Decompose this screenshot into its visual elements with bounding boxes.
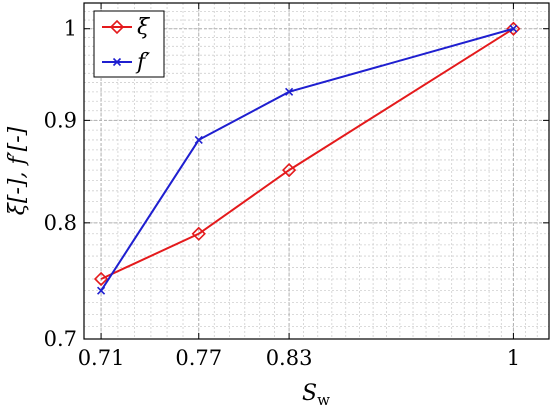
x-axis-label-main: S [302, 381, 317, 406]
x-tick-label-1: 0.77 [175, 346, 222, 370]
legend-box [93, 10, 165, 78]
axis-ticks: 0.71 0.77 0.83 1 0.7 0.8 0.9 1 [44, 3, 549, 370]
plot-frame [83, 2, 550, 340]
axis-labels: Sw ξ[-], f′[-] [5, 126, 330, 408]
series-1-point-1 [194, 135, 203, 144]
series-1-point-0 [97, 286, 106, 295]
series-line-1 [100, 27, 514, 292]
series-0-point-3 [506, 21, 521, 36]
plot-frame-rect [83, 2, 550, 340]
series-group [93, 21, 521, 295]
legend-label-1: f′ [135, 50, 150, 75]
x-tick-label-2: 0.83 [266, 346, 313, 370]
legend-label-0: ξ [137, 15, 151, 40]
series-line-0 [100, 27, 514, 280]
series-0-point-2 [281, 162, 297, 178]
legend-marker-0 [109, 19, 125, 35]
series-1-point-2 [285, 87, 294, 96]
x-axis-label: Sw [302, 381, 330, 408]
x-tick-label-0: 0.71 [78, 346, 125, 370]
legend: ξ f′ [93, 10, 165, 78]
x-axis-label-sub: w [317, 391, 330, 408]
y-tick-label-2: 0.9 [44, 108, 77, 132]
y-tick-label-3: 1 [64, 17, 77, 41]
y-tick-label-0: 0.7 [44, 327, 77, 351]
series-1-point-3 [509, 24, 518, 33]
series-0-point-0 [93, 271, 109, 287]
legend-marker-1 [112, 57, 122, 67]
x-tick-label-3: 1 [507, 346, 520, 370]
series-0-point-1 [191, 226, 206, 241]
y-tick-label-1: 0.8 [44, 211, 77, 235]
y-axis-label: ξ[-], f′[-] [5, 126, 30, 215]
